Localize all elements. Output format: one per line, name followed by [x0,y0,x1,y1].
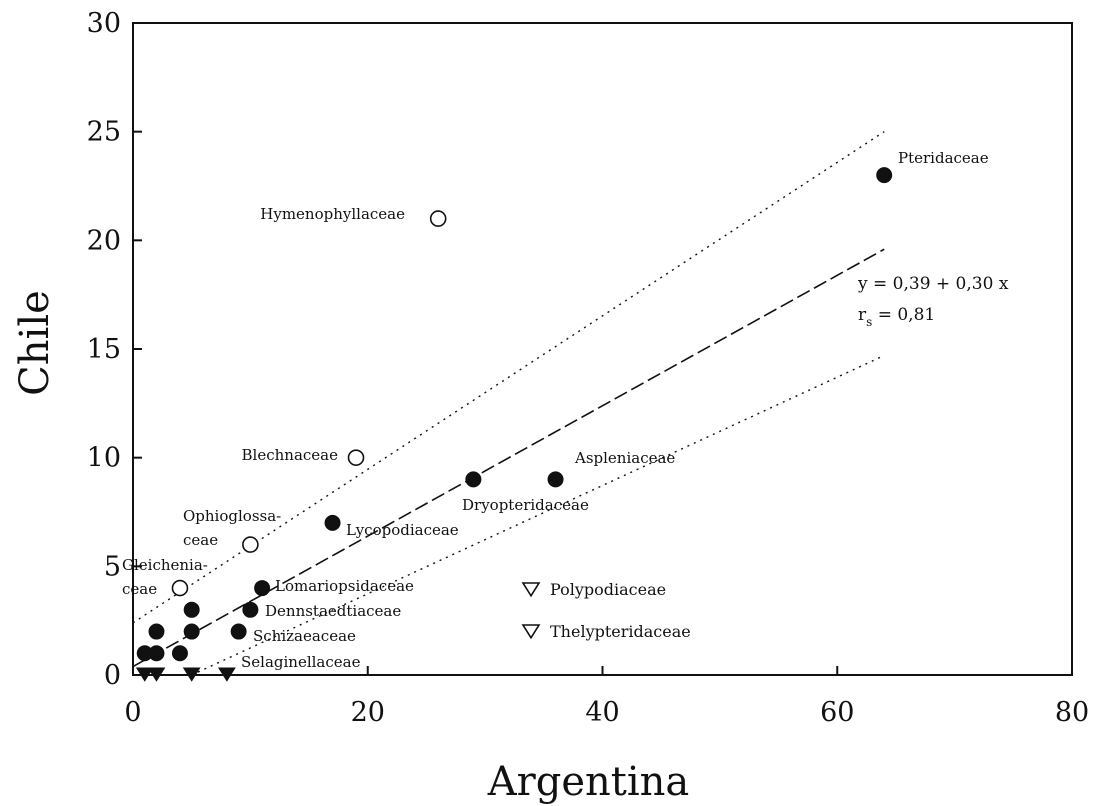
data-point [324,514,341,531]
y-tick-label: 20 [87,225,121,256]
data-point [136,645,153,662]
data-point [217,667,236,682]
lower-confidence-band [191,354,885,676]
point-label: Aspleniaceae [574,449,675,467]
y-tick-label: 10 [87,443,121,474]
data-point [171,579,189,597]
y-tick-label: 25 [87,117,121,148]
data-point [242,536,259,553]
y-axis-title: Chile [12,290,58,396]
x-axis-title: Argentina [487,759,690,805]
legend-marker [521,624,541,640]
x-tick-label: 60 [820,697,854,728]
point-label: Blechnaceae [242,446,339,464]
point-label: Gleichenia-ceae [122,556,208,598]
point-label: Dennstaedtiaceae [265,602,401,620]
legend-label: Thelypteridaceae [550,622,691,641]
legend-label: Polypodiaceae [550,580,666,599]
rs-statistic: rs = 0,81 [858,305,935,329]
point-label: Lomariopsidaceae [275,577,414,595]
legend-marker [521,582,541,598]
data-point [547,471,564,488]
point-label: Dryopteridaceae [462,496,589,514]
x-tick-label: 40 [585,697,619,728]
data-point [182,667,201,682]
y-tick-label: 5 [104,551,121,582]
x-tick-label: 0 [124,697,141,728]
x-tick-label: 20 [351,697,385,728]
plot-frame [132,22,1073,676]
x-tick-label: 80 [1055,697,1089,728]
data-point [171,645,188,662]
y-tick-label: 0 [104,660,121,691]
data-point [183,601,200,618]
y-tick-label: 30 [87,8,121,39]
regression-line [132,248,885,668]
data-point [429,210,447,227]
data-point [230,623,247,640]
point-label: Schizaeaceae [253,627,356,645]
data-point [254,580,271,597]
point-label: Ophioglossa-ceae [183,507,281,549]
point-label: Selaginellaceae [241,653,361,671]
data-point [242,601,259,618]
data-point [147,667,166,682]
point-label: Hymenophyllaceae [260,205,405,223]
data-point [465,471,482,488]
data-point [148,623,165,640]
data-point [876,167,893,184]
point-label: Pteridaceae [898,149,989,167]
data-point [135,667,154,682]
data-point [347,449,365,466]
point-label: Lycopodiaceae [346,521,459,539]
y-tick-label: 15 [87,334,121,365]
regression-equation: y = 0,39 + 0,30 x [857,274,1009,294]
data-point [183,623,200,640]
upper-confidence-band [132,131,885,624]
